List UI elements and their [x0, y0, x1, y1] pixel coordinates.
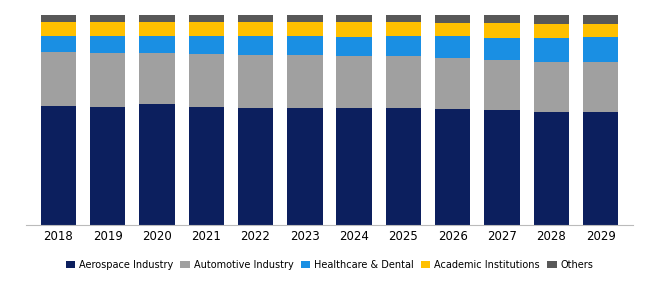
Bar	[90, 22, 125, 36]
Bar	[336, 15, 372, 22]
Bar	[386, 56, 421, 108]
Bar	[139, 22, 175, 36]
Bar	[238, 15, 273, 22]
Bar	[287, 108, 323, 225]
Bar	[435, 36, 471, 58]
Bar	[484, 60, 520, 111]
Bar	[287, 55, 323, 108]
Bar	[41, 15, 76, 22]
Bar	[287, 15, 323, 22]
Bar	[90, 36, 125, 53]
Bar	[238, 36, 273, 55]
Bar	[583, 62, 618, 112]
Bar	[484, 15, 520, 23]
Legend: Aerospace Industry, Automotive Industry, Healthcare & Dental, Academic Instituti: Aerospace Industry, Automotive Industry,…	[63, 257, 596, 273]
Bar	[90, 15, 125, 22]
Bar	[188, 15, 224, 22]
Bar	[188, 107, 224, 225]
Bar	[287, 36, 323, 55]
Bar	[386, 15, 421, 22]
Bar	[484, 111, 520, 225]
Bar	[484, 23, 520, 38]
Bar	[139, 104, 175, 225]
Bar	[336, 108, 372, 225]
Bar	[386, 36, 421, 56]
Bar	[484, 38, 520, 60]
Bar	[534, 112, 569, 225]
Bar	[386, 22, 421, 36]
Bar	[41, 36, 76, 52]
Bar	[188, 54, 224, 107]
Bar	[139, 15, 175, 22]
Bar	[90, 53, 125, 107]
Bar	[336, 56, 372, 108]
Bar	[435, 15, 471, 23]
Bar	[386, 108, 421, 225]
Bar	[188, 36, 224, 54]
Bar	[238, 55, 273, 108]
Bar	[139, 53, 175, 104]
Bar	[435, 58, 471, 109]
Bar	[287, 22, 323, 36]
Bar	[41, 52, 76, 106]
Bar	[238, 22, 273, 36]
Bar	[534, 24, 569, 38]
Bar	[41, 106, 76, 225]
Bar	[583, 24, 618, 37]
Bar	[238, 108, 273, 225]
Bar	[435, 109, 471, 225]
Bar	[583, 15, 618, 24]
Bar	[583, 37, 618, 62]
Bar	[534, 38, 569, 62]
Bar	[583, 112, 618, 225]
Bar	[188, 22, 224, 36]
Bar	[41, 22, 76, 36]
Bar	[435, 23, 471, 36]
Bar	[336, 37, 372, 56]
Bar	[336, 22, 372, 37]
Bar	[90, 107, 125, 225]
Bar	[534, 62, 569, 112]
Bar	[534, 15, 569, 24]
Bar	[139, 36, 175, 53]
